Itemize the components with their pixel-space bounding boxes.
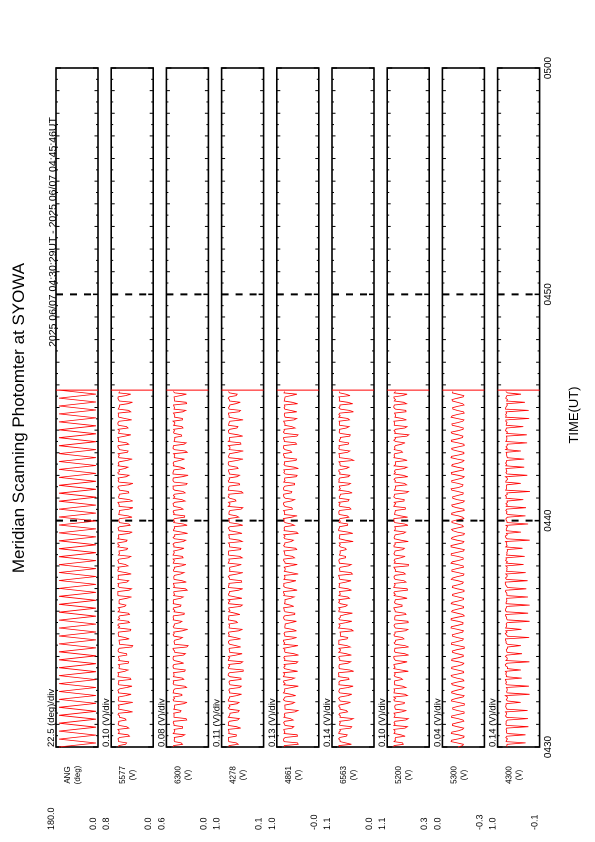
channel-name: 5577 [118, 766, 127, 784]
y-tick-bottom: 0.0 [88, 817, 98, 830]
y-tick-bottom: -0.1 [530, 814, 540, 830]
panel-5300: 0.04 (V)/div 0.0 -0.3 5300 (V) [432, 67, 486, 830]
panel-frame [441, 67, 486, 748]
y-tick-bottom: 0.0 [364, 817, 374, 830]
channel-name: 4300 [505, 766, 514, 784]
panel-scale-label: 0.08 (V)/div [156, 698, 167, 747]
channel-name: 4861 [284, 766, 293, 784]
series-line-5300 [450, 391, 466, 748]
y-tick-top: 0.0 [432, 817, 442, 830]
y-tick-top: 1.0 [212, 817, 222, 830]
channel-unit: (V) [128, 769, 137, 780]
y-tick-bottom: -0.0 [309, 814, 319, 830]
y-tick-bottom: 0.1 [254, 817, 264, 830]
y-tick-top: 1.0 [267, 817, 277, 830]
panel-frame [220, 67, 265, 748]
series-line-ANG [58, 389, 97, 748]
channel-unit: (deg) [73, 765, 82, 784]
panel-scale-label: 0.11 (V)/div [212, 699, 223, 747]
channel-unit: (V) [404, 769, 413, 780]
panel-scale-label: 0.10 (V)/div [377, 698, 388, 747]
panel-scale-label: 0.04 (V)/div [432, 698, 443, 747]
channel-unit: (V) [349, 769, 358, 780]
x-tick-label: 0430 [543, 735, 554, 758]
chart-title: Meridian Scanning Photomter at SYOWA [9, 262, 28, 573]
panel-scale-label: 0.14 (V)/div [488, 698, 499, 747]
channel-name: 5300 [449, 766, 458, 784]
series-line-4861 [282, 391, 300, 748]
x-tick-label: 0500 [543, 56, 554, 79]
panel-4300: 0.14 (V)/div 1.0 -0.1 4300 (V) [488, 67, 541, 830]
y-tick-top: 1.1 [322, 817, 332, 830]
series-line-4278 [227, 391, 244, 748]
channel-name: ANG [63, 766, 72, 783]
y-tick-top: 1.1 [377, 817, 387, 830]
panel-frame [275, 67, 320, 748]
panel-6300: 0.08 (V)/div 0.6 0.0 6300 (V) [156, 67, 210, 830]
x-axis-label: TIME(UT) [566, 386, 581, 443]
channel-unit: (V) [183, 769, 192, 780]
panel-5200: 0.10 (V)/div 1.1 0.3 5200 (V) [377, 67, 431, 830]
channel-name: 5200 [394, 766, 403, 784]
panel-scale-label: 0.10 (V)/div [101, 698, 112, 747]
y-tick-bottom: -0.3 [474, 814, 484, 830]
series-line-4300 [504, 391, 531, 748]
panel-frame [55, 67, 99, 748]
channel-unit: (V) [294, 769, 303, 780]
panel-4278: 0.11 (V)/div 1.0 0.1 4278 (V) [212, 67, 265, 830]
series-line-5200 [392, 391, 410, 748]
series-line-5577 [116, 391, 134, 748]
y-tick-bottom: 0.0 [198, 817, 208, 830]
panel-6563: 0.14 (V)/div 1.1 0.0 6563 (V) [322, 67, 375, 830]
x-tick-label: 0440 [543, 509, 554, 532]
y-tick-bottom: 0.3 [419, 817, 429, 830]
channel-name: 4278 [229, 766, 238, 784]
panel-scale-label: 0.14 (V)/div [322, 698, 333, 747]
y-tick-bottom: 0.0 [143, 817, 153, 830]
channel-name: 6300 [173, 766, 182, 784]
channel-unit: (V) [239, 769, 248, 780]
channel-unit: (V) [515, 769, 524, 780]
panel-scale-label: 0.13 (V)/div [267, 698, 278, 747]
series-line-6563 [337, 391, 356, 748]
y-tick-top: 180.0 [46, 807, 56, 830]
panel-5577: 0.10 (V)/div 0.8 0.0 5577 (V) [101, 67, 154, 830]
channel-name: 6563 [339, 766, 348, 784]
x-tick-label: 0450 [543, 283, 554, 306]
panel-4861: 0.13 (V)/div 1.0 -0.0 4861 (V) [267, 67, 320, 830]
series-line-6300 [172, 391, 189, 748]
y-tick-top: 0.6 [156, 817, 166, 830]
time-range: 2025 06/07 04:30:29UT - 2025 06/07 04:45… [47, 117, 59, 347]
y-tick-top: 0.8 [101, 817, 111, 830]
panel-frame [331, 67, 375, 748]
panel-ANG: 22.5 (deg)/div 180.0 0.0 ANG (deg) [46, 67, 99, 830]
channel-unit: (V) [459, 769, 468, 780]
y-tick-top: 1.0 [488, 817, 498, 830]
panel-scale-label: 22.5 (deg)/div [46, 689, 57, 747]
